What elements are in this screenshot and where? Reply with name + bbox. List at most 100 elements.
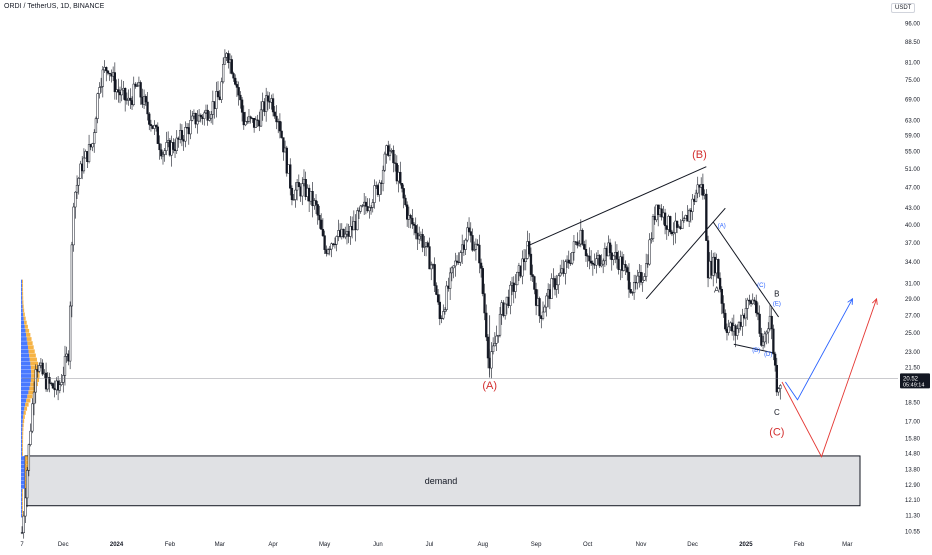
- candle: [136, 82, 139, 87]
- candle-body: [297, 182, 300, 188]
- candle: [524, 249, 527, 271]
- candle-body: [321, 229, 325, 236]
- trendline: [712, 221, 780, 318]
- candle-body: [227, 53, 230, 63]
- candle-body: [583, 244, 586, 250]
- candle: [412, 221, 416, 236]
- candle: [541, 301, 545, 321]
- y-tick-label: 27.00: [905, 313, 921, 319]
- candle-body: [627, 271, 631, 290]
- x-tick-label: Feb: [794, 542, 805, 548]
- candle: [741, 308, 744, 336]
- candle-body: [694, 192, 698, 202]
- candle: [144, 94, 147, 107]
- candle-body: [393, 162, 397, 164]
- candle: [632, 274, 636, 300]
- x-tick-label: 2024: [110, 542, 124, 548]
- candle-body: [504, 303, 507, 316]
- currency-badge[interactable]: USDT: [891, 3, 916, 13]
- candle: [146, 91, 149, 121]
- volume-profile-bar: [22, 488, 23, 493]
- candle-body: [400, 183, 404, 189]
- volume-profile-bar: [24, 460, 28, 465]
- candle-body: [557, 275, 560, 286]
- candle: [581, 228, 584, 246]
- volume-profile-bar: [21, 406, 25, 411]
- candle-body: [751, 299, 754, 304]
- candle-body: [68, 305, 72, 362]
- trendline: [527, 166, 707, 247]
- candle: [326, 247, 330, 256]
- candle: [68, 301, 72, 370]
- volume-profile-bar: [21, 341, 28, 346]
- candle-body: [209, 114, 213, 119]
- candle-body: [237, 87, 240, 96]
- candle-body: [160, 149, 163, 157]
- candle-body: [240, 99, 244, 113]
- candle-body: [584, 248, 588, 256]
- candle: [583, 240, 586, 250]
- candle-body: [344, 233, 347, 238]
- candle: [572, 235, 576, 261]
- candle-body: [632, 282, 636, 293]
- volume-profile-bar: [21, 402, 26, 407]
- candle: [474, 238, 478, 261]
- candle: [163, 148, 166, 162]
- candle: [330, 242, 333, 258]
- candle-body: [359, 205, 362, 212]
- volume-profile-bar: [22, 501, 23, 506]
- candle: [457, 252, 460, 265]
- candle-body: [591, 262, 595, 265]
- y-tick-label: 23.00: [905, 350, 921, 356]
- candle-body: [701, 184, 705, 196]
- volume-profile-bar: [22, 419, 25, 424]
- candle-body: [770, 315, 773, 330]
- volume-profile-bar: [21, 513, 23, 518]
- candle: [490, 342, 493, 379]
- volume-profile-bar: [22, 447, 24, 452]
- candle: [615, 244, 619, 269]
- candle: [191, 110, 194, 122]
- volume-profile-bar: [22, 291, 24, 296]
- candle-body: [476, 243, 479, 246]
- candle-body: [612, 255, 615, 261]
- candle: [748, 294, 751, 306]
- y-tick-label: 69.00: [905, 97, 921, 103]
- candle-body: [149, 124, 153, 126]
- candle-body: [93, 132, 96, 144]
- x-tick-label: Dec: [687, 542, 698, 548]
- candle-body: [491, 345, 495, 352]
- candle-body: [335, 236, 338, 245]
- volume-profile-bar: [21, 361, 31, 366]
- candle: [301, 177, 304, 206]
- candle-body: [244, 121, 247, 126]
- volume-profile-bar: [21, 300, 23, 304]
- candle: [765, 330, 768, 345]
- candle: [443, 307, 447, 315]
- candle: [760, 327, 763, 347]
- volume-profile-bar: [21, 435, 23, 440]
- y-tick-label: 21.50: [905, 366, 921, 372]
- candle-body: [368, 207, 371, 212]
- volume-profile-bar: [21, 464, 25, 469]
- volume-profile-bar: [21, 382, 31, 387]
- volume-profile-bar: [23, 316, 26, 321]
- candle-body: [524, 258, 527, 262]
- candle-body: [399, 171, 402, 184]
- candle: [694, 189, 698, 203]
- candle-body: [134, 83, 137, 87]
- candle-body: [254, 119, 257, 128]
- candle-body: [418, 235, 421, 240]
- candle: [669, 215, 672, 235]
- candle-body: [101, 69, 104, 87]
- candle: [724, 309, 727, 332]
- volume-profile-bar: [21, 394, 28, 399]
- candle-body: [493, 342, 496, 347]
- candle-body: [443, 309, 447, 312]
- candle: [418, 226, 421, 245]
- volume-profile-bar: [24, 456, 28, 460]
- candle-body: [426, 242, 429, 247]
- candle: [770, 307, 773, 340]
